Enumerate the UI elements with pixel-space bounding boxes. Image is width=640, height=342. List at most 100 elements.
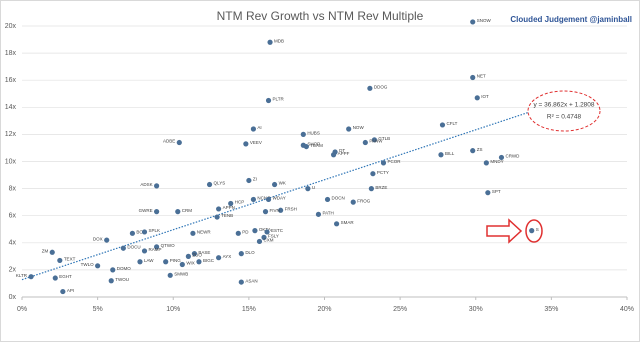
- point: [305, 186, 311, 192]
- point-label: NOW: [353, 125, 365, 130]
- x-tick-label: 0%: [17, 306, 27, 313]
- point: [300, 131, 306, 137]
- point: [110, 267, 116, 273]
- y-tick-label: 18x: [5, 50, 17, 57]
- point: [265, 196, 272, 203]
- point: [243, 141, 249, 147]
- point-label: HCP: [235, 200, 245, 205]
- point-label: PLTR: [273, 97, 285, 102]
- point-label: MDB: [274, 38, 284, 43]
- point-label: TWOU: [115, 277, 129, 282]
- point: [303, 143, 309, 150]
- point: [252, 228, 258, 234]
- point: [154, 209, 160, 215]
- point-label: BILL: [445, 151, 455, 156]
- point-label: OKTA: [259, 227, 271, 232]
- highlight-circle: [525, 219, 543, 243]
- point: [235, 230, 241, 236]
- point-label: SMAR: [341, 220, 355, 225]
- point-label: ZM: [42, 248, 49, 253]
- point-label: ASAN: [245, 278, 257, 283]
- point-label: DOMO: [117, 266, 131, 271]
- y-tick-label: 6x: [9, 213, 17, 220]
- point: [185, 253, 191, 259]
- point: [179, 261, 185, 268]
- point: [49, 249, 55, 255]
- highlight-ellipse: [527, 90, 601, 132]
- point: [267, 39, 273, 45]
- x-tick-label: 20%: [317, 306, 331, 313]
- point: [175, 209, 181, 215]
- point: [368, 186, 374, 192]
- point-label: PD: [242, 230, 249, 235]
- point-label: RAMP: [149, 247, 162, 252]
- point: [214, 214, 220, 220]
- point: [271, 181, 278, 188]
- point: [370, 171, 376, 177]
- point: [129, 230, 136, 236]
- point-label: KLTR: [16, 273, 28, 278]
- point-label: FIVN: [270, 208, 280, 213]
- arrow: [486, 218, 523, 244]
- point: [141, 229, 148, 235]
- point-label: API: [67, 288, 74, 293]
- point: [163, 259, 169, 265]
- y-tick-label: 14x: [5, 104, 17, 111]
- point: [60, 288, 66, 295]
- x-tick-label: 10%: [166, 306, 180, 313]
- point-label: MNDY: [490, 159, 503, 164]
- point-label: SPLK: [149, 228, 161, 233]
- point: [108, 278, 114, 284]
- point-label: NEWR: [197, 230, 211, 235]
- point-label: BOX: [136, 230, 146, 235]
- point-label: DLO: [245, 250, 255, 255]
- point: [154, 183, 160, 189]
- point: [330, 152, 337, 158]
- point: [438, 152, 444, 158]
- point: [262, 209, 269, 215]
- point-label: QTWO: [161, 243, 175, 248]
- point-label: VEEV: [250, 140, 262, 145]
- point-label: GTLB: [378, 136, 390, 141]
- point-label: FSLY: [268, 234, 279, 239]
- point: [324, 196, 331, 203]
- point: [350, 199, 356, 205]
- point-label: NCNO: [257, 196, 271, 201]
- point: [250, 126, 257, 132]
- point-label: BRZE: [375, 185, 387, 190]
- point-label: PCTY: [377, 170, 389, 175]
- point: [483, 160, 489, 166]
- point-label: PCOR: [387, 159, 401, 164]
- point: [250, 196, 257, 203]
- point: [95, 263, 101, 269]
- x-tick-label: 30%: [469, 306, 483, 313]
- point-label: CRWD: [505, 154, 520, 159]
- point-label: FRSH: [285, 206, 297, 211]
- point-label: SNOW: [477, 18, 492, 23]
- point-label: PING: [170, 258, 182, 263]
- point: [439, 122, 446, 128]
- point: [238, 279, 244, 285]
- point: [176, 139, 182, 146]
- y-tick-label: 16x: [5, 77, 17, 84]
- point-label: IOT: [481, 94, 489, 99]
- y-tick-label: 2x: [9, 267, 17, 274]
- point-label: APPN: [223, 205, 235, 210]
- point-label: WDAY: [273, 196, 286, 201]
- y-tick-label: 10x: [5, 158, 17, 165]
- y-tick-label: 20x: [5, 23, 17, 30]
- watermark: Clouded Judgement @jaminball: [510, 15, 632, 24]
- point: [228, 200, 234, 207]
- point-label: NET: [477, 74, 486, 79]
- point: [57, 257, 63, 264]
- point-label: U: [312, 185, 315, 190]
- point: [52, 275, 58, 281]
- point: [470, 148, 476, 154]
- trend-equation: y = 36.862x + 1.2808: [533, 102, 594, 109]
- point-label: TEAM: [310, 143, 323, 148]
- x-tick-label: 40%: [620, 306, 634, 313]
- point-label: PANW: [369, 139, 383, 144]
- x-tick-label: 5%: [93, 306, 103, 313]
- point: [474, 95, 480, 101]
